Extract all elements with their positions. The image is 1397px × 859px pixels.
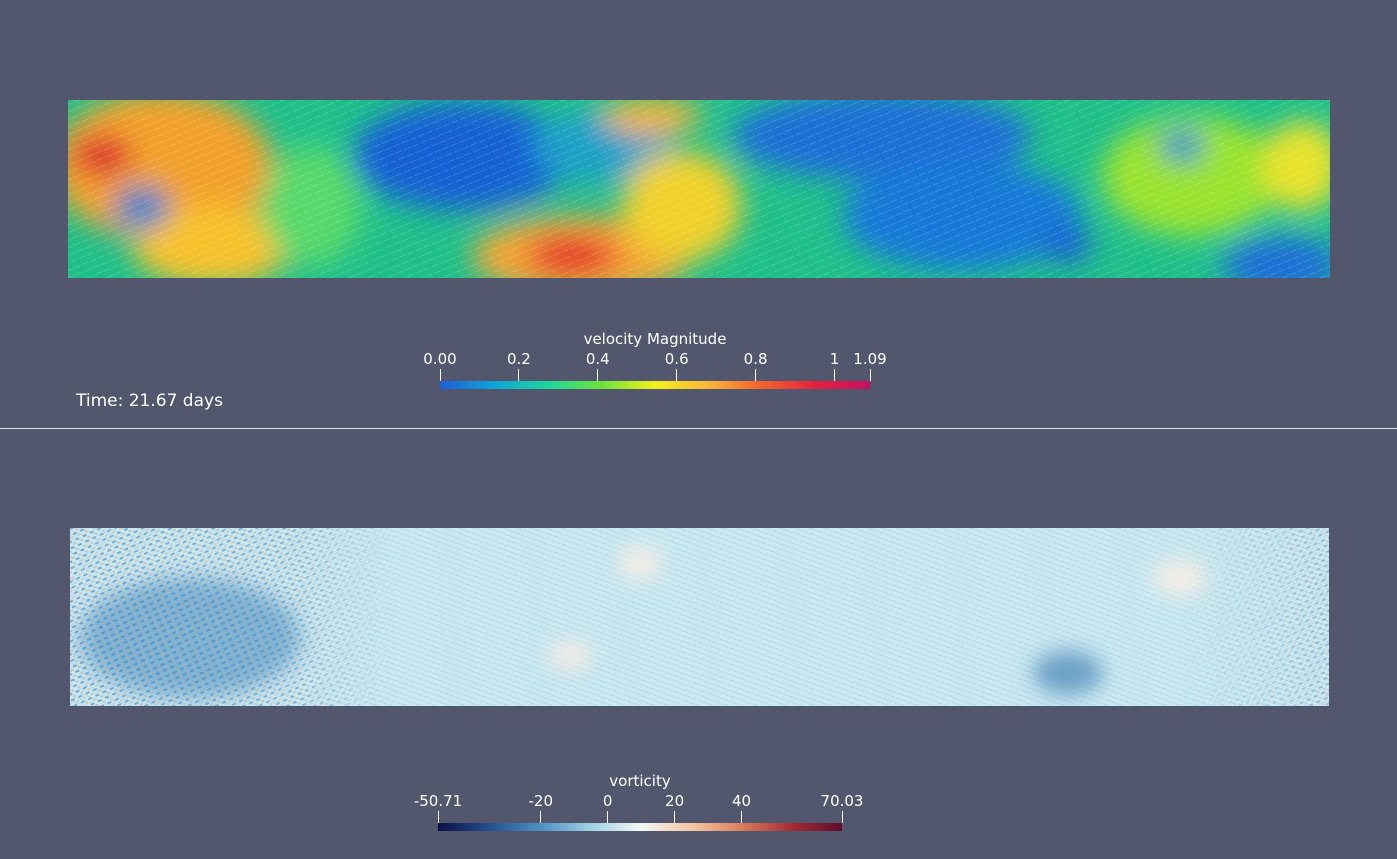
velocity-tick-label: 0.4 — [585, 350, 610, 368]
velocity-colorbar — [440, 381, 870, 389]
vorticity-tick-mark — [841, 811, 843, 823]
velocity-tick-mark — [597, 369, 599, 381]
vorticity-field-plot[interactable] — [70, 528, 1329, 706]
velocity-render-view[interactable]: velocity Magnitude 0.00 0.2 0.4 0.6 0.8 1 1.09… — [0, 0, 1397, 428]
vorticity-tick-label: -50.71 — [413, 792, 463, 810]
velocity-tick-mark — [439, 369, 441, 381]
vorticity-colorbar-title: vorticity — [609, 772, 671, 790]
velocity-tick-mark — [676, 369, 678, 381]
viewport-divider[interactable] — [0, 428, 1397, 429]
velocity-tick-label: 0.00 — [423, 350, 457, 368]
vorticity-tick-label: 0 — [602, 792, 613, 810]
vorticity-tick-label: -20 — [528, 792, 554, 810]
vorticity-tick-mark — [607, 811, 609, 823]
vorticity-tick-label: 70.03 — [820, 792, 864, 810]
vorticity-tick-mark — [540, 811, 542, 823]
vorticity-tick-mark — [741, 811, 743, 823]
vorticity-tick-mark — [437, 811, 439, 823]
velocity-tick-label: 1.09 — [853, 350, 887, 368]
vorticity-colorbar — [438, 823, 842, 831]
velocity-tick-label: 0.6 — [664, 350, 689, 368]
time-annotation: Time: 21.67 days — [76, 391, 223, 411]
velocity-tick-mark — [833, 369, 835, 381]
vorticity-render-view[interactable]: vorticity -50.71 -20 0 20 40 70.03 — [0, 430, 1397, 859]
vorticity-tick-label: 40 — [731, 792, 752, 810]
velocity-field-plot[interactable] — [62, 96, 1342, 284]
velocity-tick-mark — [518, 369, 520, 381]
velocity-colorbar-title: velocity Magnitude — [583, 330, 727, 348]
vorticity-tick-mark — [674, 811, 676, 823]
velocity-tick-label: 1 — [829, 350, 840, 368]
velocity-tick-label: 0.8 — [743, 350, 768, 368]
velocity-tick-mark — [755, 369, 757, 381]
vorticity-tick-label: 20 — [665, 792, 685, 810]
velocity-tick-mark — [869, 369, 871, 381]
velocity-tick-label: 0.2 — [506, 350, 531, 368]
